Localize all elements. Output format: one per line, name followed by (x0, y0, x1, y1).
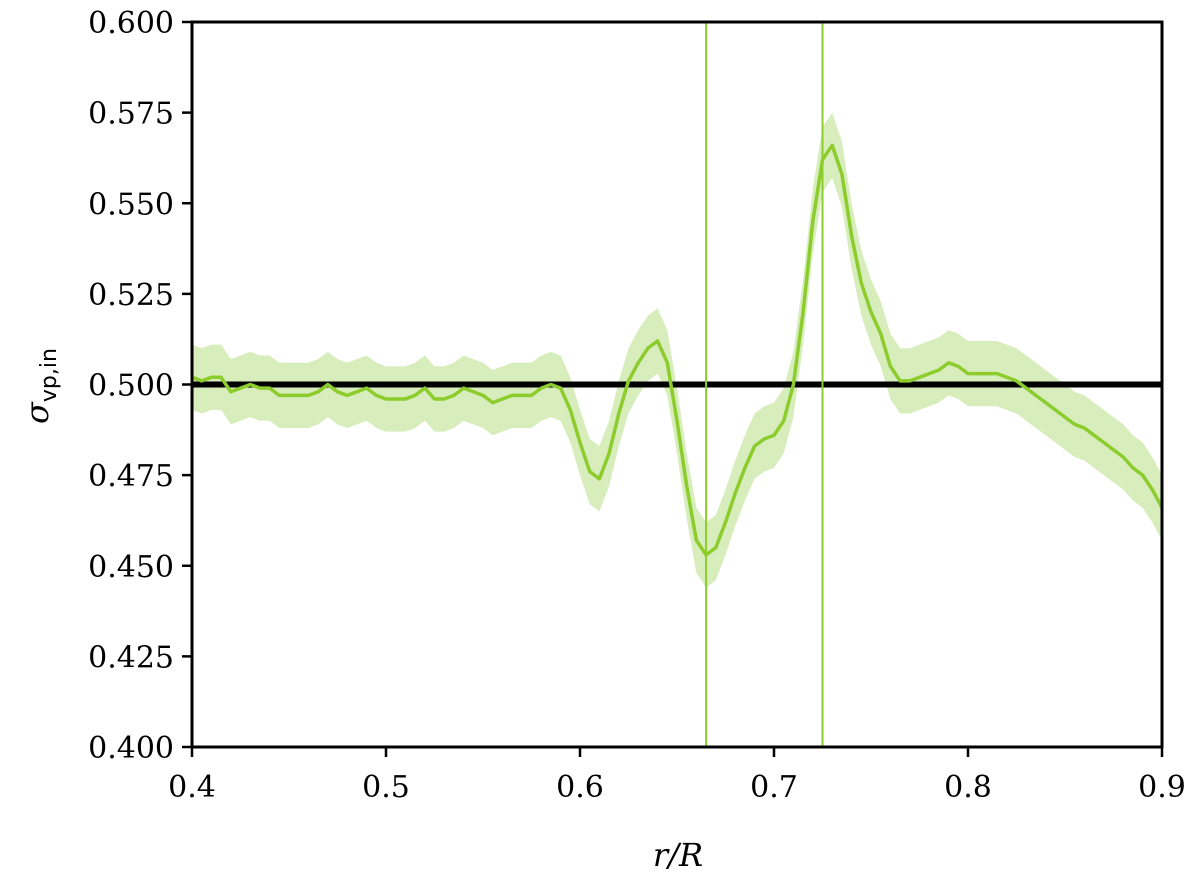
x-tick-label: 0.5 (362, 770, 410, 805)
y-tick-label: 0.500 (88, 369, 174, 404)
y-tick-label: 0.425 (88, 640, 174, 675)
y-tick-label: 0.400 (88, 731, 174, 766)
x-tick-label: 0.8 (944, 770, 992, 805)
x-axis-ticks: 0.4 0.5 0.6 0.7 0.8 0.9 (168, 747, 1186, 805)
y-axis-label-main: σ (18, 401, 56, 424)
uncertainty-band-layer (192, 112, 1162, 588)
x-tick-label: 0.9 (1138, 770, 1186, 805)
y-tick-label: 0.475 (88, 459, 174, 494)
series-line (191, 143, 1164, 557)
uncertainty-band (192, 112, 1162, 588)
y-tick-label: 0.550 (88, 187, 174, 222)
x-tick-label: 0.7 (750, 770, 798, 805)
x-tick-label: 0.6 (556, 770, 604, 805)
svg-text:σvp,in: σvp,in (18, 348, 62, 424)
y-tick-label: 0.600 (88, 6, 174, 41)
vertical-marker-layer (705, 22, 824, 747)
x-tick-label: 0.4 (168, 770, 216, 805)
x-axis-label: r/R (653, 836, 703, 874)
series-line-layer (191, 143, 1164, 557)
y-tick-label: 0.575 (88, 97, 174, 132)
y-tick-label: 0.525 (88, 278, 174, 313)
y-axis-label: σvp,in (18, 348, 62, 424)
y-axis-label-subscript: vp,in (37, 348, 62, 402)
y-axis-ticks: 0.400 0.425 0.450 0.475 0.500 0.525 0.550 0.575… (88, 6, 192, 766)
y-tick-label: 0.450 (88, 550, 174, 585)
